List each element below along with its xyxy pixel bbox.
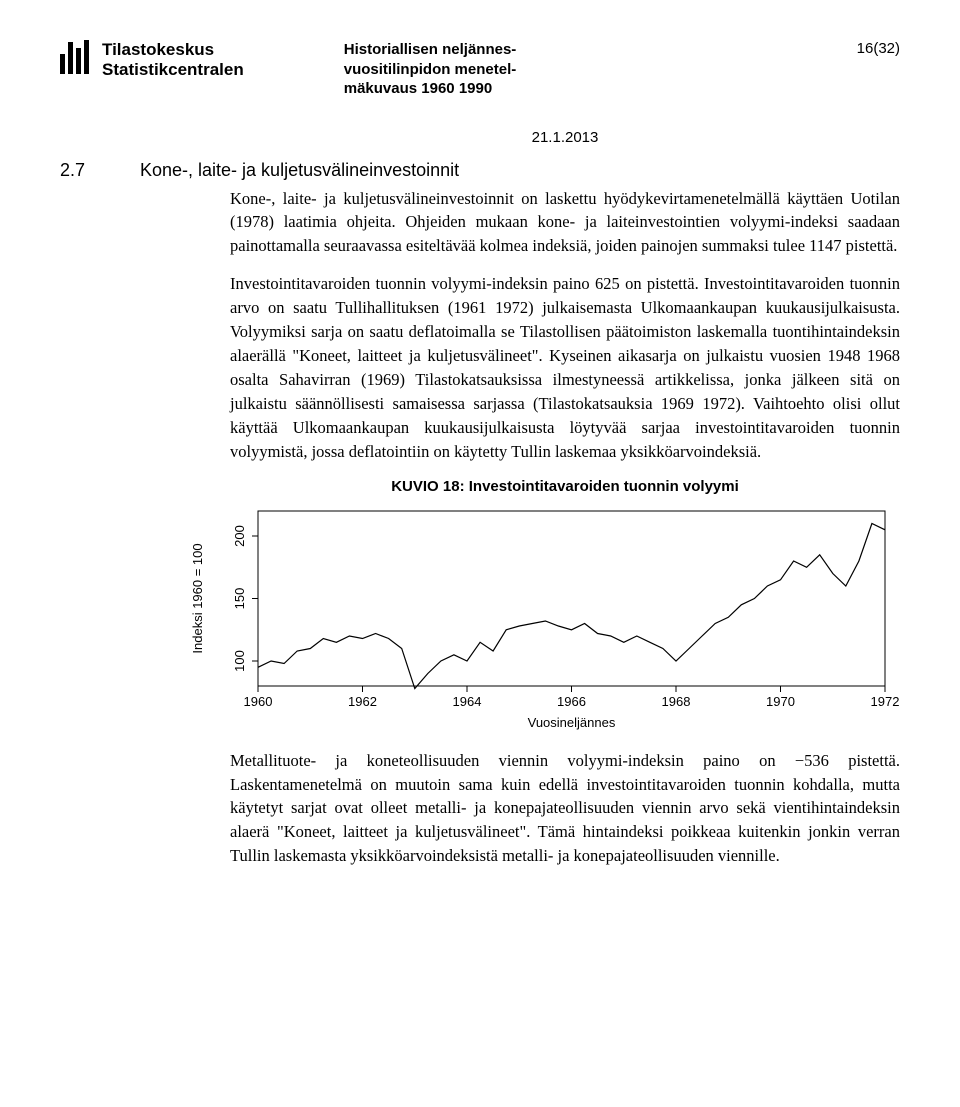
doc-title: Historiallisen neljännes- vuositilinpido… [344, 40, 837, 99]
svg-text:Vuosineljännes: Vuosineljännes [528, 715, 616, 730]
svg-text:1968: 1968 [662, 694, 691, 709]
logo-text-fi: Tilastokeskus [102, 40, 244, 60]
svg-text:150: 150 [232, 587, 247, 609]
section-number: 2.7 [60, 160, 140, 181]
paragraph-1: Kone-, laite- ja kuljetusvälineinvestoin… [230, 187, 900, 259]
svg-text:1960: 1960 [244, 694, 273, 709]
svg-text:1970: 1970 [766, 694, 795, 709]
chart-title: KUVIO 18: Investointitavaroiden tuonnin … [230, 478, 900, 495]
svg-text:Indeksi 1960 = 100: Indeksi 1960 = 100 [190, 543, 205, 653]
svg-text:1964: 1964 [453, 694, 482, 709]
svg-text:200: 200 [232, 525, 247, 547]
logo-text-sv: Statistikcentralen [102, 60, 244, 80]
paragraph-3: Metallituote- ja koneteollisuuden vienni… [230, 749, 900, 869]
section-heading: 2.7 Kone-, laite- ja kuljetusvälineinves… [60, 160, 900, 181]
tilastokeskus-logo-icon [60, 40, 94, 74]
svg-text:1962: 1962 [348, 694, 377, 709]
chart-kuvio-18: 100 150 200 Indeksi 1960 = 100 1960 1962 1964 1… [180, 501, 900, 731]
page-number: 16(32) [857, 40, 900, 57]
logo: Tilastokeskus Statistikcentralen [60, 40, 244, 79]
page-header: Tilastokeskus Statistikcentralen Histori… [60, 40, 900, 99]
svg-text:1966: 1966 [557, 694, 586, 709]
svg-text:1972: 1972 [871, 694, 900, 709]
svg-text:100: 100 [232, 650, 247, 672]
paragraph-2: Investointitavaroiden tuonnin volyymi-in… [230, 272, 900, 463]
doc-date: 21.1.2013 [230, 129, 900, 146]
section-title: Kone-, laite- ja kuljetusvälineinvestoin… [140, 160, 459, 181]
